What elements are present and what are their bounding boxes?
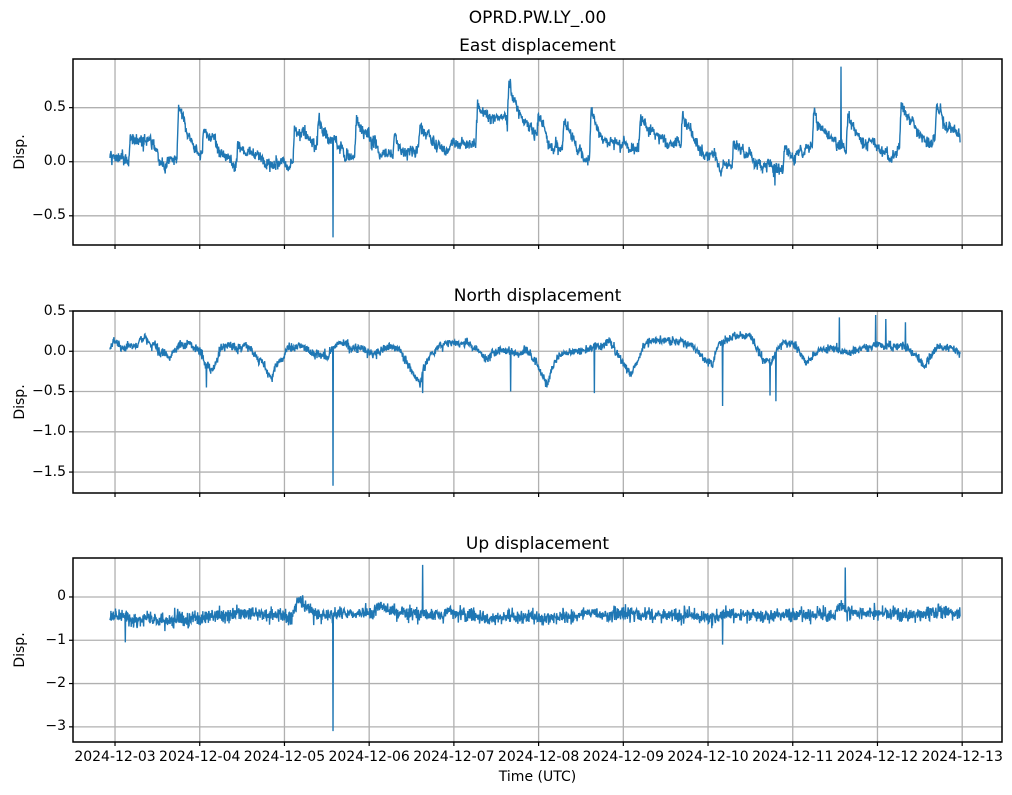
x-tick-label: 2024-12-04 xyxy=(159,749,241,765)
east-series-line xyxy=(109,66,961,238)
figure-title: OPRD.PW.LY_.00 xyxy=(468,8,607,28)
y-tick-label: −1.5 xyxy=(32,463,66,480)
y-tick-label: 0.0 xyxy=(43,153,66,170)
y-tick-label: −1 xyxy=(45,631,66,648)
y-tick-label: 0.0 xyxy=(43,342,66,359)
x-tick-label: 2024-12-12 xyxy=(836,749,919,765)
y-tick-label: −0.5 xyxy=(32,383,66,400)
y-tick-label: −3 xyxy=(45,718,66,735)
x-tick-label: 2024-12-05 xyxy=(243,749,326,765)
north-axes-border xyxy=(72,310,1003,494)
y-axis-label-east: Disp. xyxy=(12,134,28,170)
north-plot xyxy=(69,310,1003,497)
y-axis-label-up: Disp. xyxy=(12,632,28,668)
subplot-title-north: North displacement xyxy=(453,286,622,306)
up-series-line xyxy=(109,564,961,732)
y-tick-label: −2 xyxy=(45,675,66,692)
y-tick-label: 0.5 xyxy=(43,99,66,116)
y-tick-label: −1.0 xyxy=(32,423,66,440)
x-tick-label: 2024-12-11 xyxy=(752,749,834,765)
subplot-title-east: East displacement xyxy=(459,36,616,56)
x-tick-label: 2024-12-07 xyxy=(413,749,495,765)
north-series-line xyxy=(109,315,961,486)
x-tick-label: 2024-12-10 xyxy=(667,749,749,765)
y-tick-label: −0.5 xyxy=(32,207,66,224)
up-axes-border xyxy=(72,557,1003,743)
x-tick-label: 2024-12-08 xyxy=(497,749,580,765)
subplot-title-up: Up displacement xyxy=(465,534,610,554)
x-tick-label: 2024-12-03 xyxy=(74,749,156,765)
east-axes-border xyxy=(72,58,1003,246)
x-axis-label: Time (UTC) xyxy=(498,769,577,785)
x-tick-label: 2024-12-09 xyxy=(582,749,664,765)
up-plot xyxy=(69,557,1003,746)
east-plot xyxy=(69,58,1003,249)
x-tick-label: 2024-12-13 xyxy=(921,749,1003,765)
y-tick-label: 0.5 xyxy=(43,302,66,319)
x-tick-label: 2024-12-06 xyxy=(328,749,410,765)
y-tick-label: 0 xyxy=(57,588,66,605)
